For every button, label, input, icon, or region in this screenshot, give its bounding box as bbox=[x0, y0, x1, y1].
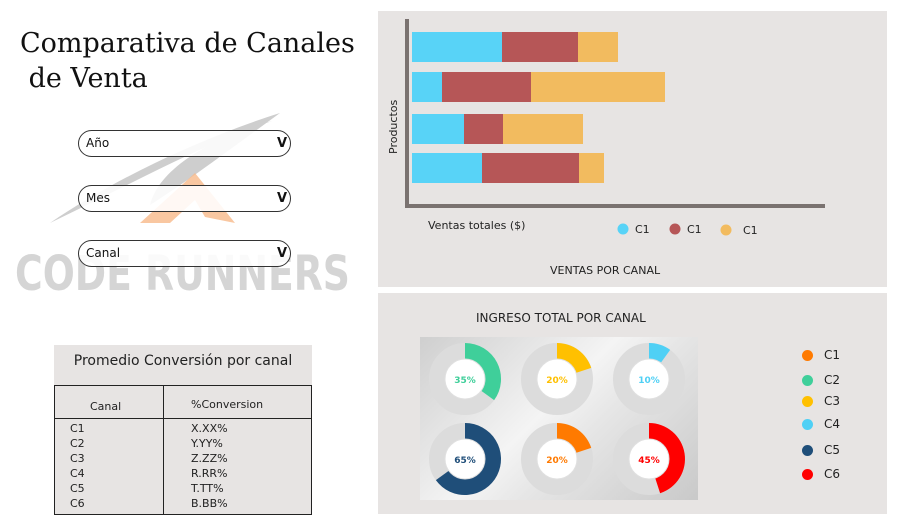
donut-label-c2: 35% bbox=[454, 376, 476, 386]
donut-slice-c5 bbox=[435, 423, 501, 495]
legend-dot-c3 bbox=[802, 396, 813, 407]
donut-slice-c4 bbox=[649, 343, 671, 363]
bar-segment-product-1-series-1 bbox=[412, 32, 502, 62]
legend-swatch bbox=[669, 223, 681, 235]
legend-swatch bbox=[720, 224, 732, 236]
table-cell-canal: C4 bbox=[70, 467, 85, 480]
legend-label-c4: C4 bbox=[824, 417, 841, 431]
legend-swatch bbox=[617, 223, 629, 235]
donut-label-c4: 10% bbox=[638, 376, 660, 386]
bar-segment-product-2-series-3 bbox=[531, 72, 665, 102]
conversion-table-card: Promedio Conversión por canal Canal %Con… bbox=[54, 345, 312, 515]
donut-center-c5 bbox=[444, 438, 486, 480]
donut-label-c1: 20% bbox=[546, 456, 568, 466]
bar-segment-product-3-series-1 bbox=[412, 114, 464, 144]
table-cell-canal: C5 bbox=[70, 482, 85, 495]
donut-center-c4 bbox=[628, 358, 670, 400]
donut-center-c6 bbox=[628, 438, 670, 480]
column-header-conversion: %Conversion bbox=[191, 398, 264, 411]
table-cell-canal: C3 bbox=[70, 452, 85, 465]
table-cell-conversion: Z.ZZ% bbox=[191, 452, 228, 465]
legend-label-c6: C6 bbox=[824, 467, 841, 481]
table-cell-canal: C6 bbox=[70, 497, 85, 510]
donut-panel-title: INGRESO TOTAL POR CANAL bbox=[476, 311, 646, 325]
donut-label-c6: 45% bbox=[638, 456, 660, 466]
donut-slice-c3 bbox=[557, 343, 592, 373]
donut-center-c2 bbox=[444, 358, 486, 400]
month-dropdown-label: Mes bbox=[86, 191, 110, 205]
donut-label-c5: 65% bbox=[454, 456, 476, 466]
table-cell-canal: C2 bbox=[70, 437, 85, 450]
donut-center-c1 bbox=[536, 438, 578, 480]
legend-label-c5: C5 bbox=[824, 443, 841, 457]
donut-slice-c1 bbox=[557, 423, 592, 453]
donut-center-c3 bbox=[536, 358, 578, 400]
chart-title: VENTAS POR CANAL bbox=[550, 264, 661, 277]
table-cell-conversion: X.XX% bbox=[191, 422, 228, 435]
bar-segment-product-4-series-3 bbox=[579, 153, 604, 183]
year-dropdown[interactable]: Año V bbox=[78, 130, 291, 157]
legend-label-c1: C1 bbox=[824, 348, 841, 362]
conversion-table: Canal %Conversion C1 X.XX% C2 Y.YY% C3 Z.ZZ% C… bbox=[54, 385, 312, 515]
bar-segment-product-1-series-3 bbox=[578, 32, 618, 62]
bar-segment-product-4-series-1 bbox=[412, 153, 482, 183]
y-axis-label: Productos bbox=[387, 100, 400, 154]
legend-dot-c5 bbox=[802, 445, 813, 456]
column-header-canal: Canal bbox=[90, 400, 122, 413]
year-dropdown-label: Año bbox=[86, 136, 110, 150]
donut-label-c3: 20% bbox=[546, 376, 568, 386]
column-divider bbox=[163, 386, 164, 514]
bar-segment-product-2-series-2 bbox=[442, 72, 531, 102]
legend-label: C1 bbox=[635, 223, 650, 236]
donut-slice-c2 bbox=[465, 343, 501, 401]
donut-slice-c6 bbox=[649, 423, 685, 494]
channel-dropdown-label: Canal bbox=[86, 246, 121, 260]
table-cell-conversion: T.TT% bbox=[191, 482, 224, 495]
chevron-down-icon: V bbox=[276, 136, 287, 151]
header-divider bbox=[55, 418, 311, 419]
table-title: Promedio Conversión por canal bbox=[73, 353, 293, 369]
legend-dot-c2 bbox=[802, 375, 813, 386]
bar-segment-product-2-series-1 bbox=[412, 72, 442, 102]
page-title: Comparativa de Canales de Venta bbox=[20, 28, 355, 94]
sales-bar-chart: Productos Ventas totales ($) C1 C1 C1 VE… bbox=[387, 19, 825, 277]
revenue-donut-charts: 35% 20% 10% 65% 20% 45% bbox=[429, 343, 685, 495]
legend-label: C1 bbox=[743, 224, 758, 237]
x-axis-label: Ventas totales ($) bbox=[428, 219, 525, 232]
table-cell-canal: C1 bbox=[70, 422, 85, 435]
legend-label-c2: C2 bbox=[824, 373, 841, 387]
x-axis-line bbox=[405, 204, 825, 208]
bar-segment-product-4-series-2 bbox=[482, 153, 579, 183]
bar-segment-product-1-series-2 bbox=[502, 32, 578, 62]
legend-dot-c1 bbox=[802, 350, 813, 361]
sales-by-channel-panel: Productos Ventas totales ($) C1 C1 C1 VE… bbox=[378, 11, 887, 287]
donut-grid: 35% 20% 10% 65% 20% 45% bbox=[420, 337, 698, 500]
chevron-down-icon: V bbox=[276, 246, 287, 261]
legend-dot-c6 bbox=[802, 469, 813, 480]
legend-label-c3: C3 bbox=[824, 394, 841, 408]
bar-segment-product-3-series-3 bbox=[503, 114, 583, 144]
legend-label: C1 bbox=[687, 223, 702, 236]
chevron-down-icon: V bbox=[276, 191, 287, 206]
bar-segment-product-3-series-2 bbox=[464, 114, 503, 144]
table-cell-conversion: Y.YY% bbox=[191, 437, 223, 450]
month-dropdown[interactable]: Mes V bbox=[78, 185, 291, 212]
table-cell-conversion: R.RR% bbox=[191, 467, 228, 480]
legend-dot-c4 bbox=[802, 419, 813, 430]
channel-dropdown[interactable]: Canal V bbox=[78, 240, 291, 267]
y-axis-line bbox=[405, 19, 409, 208]
table-cell-conversion: B.BB% bbox=[191, 497, 228, 510]
